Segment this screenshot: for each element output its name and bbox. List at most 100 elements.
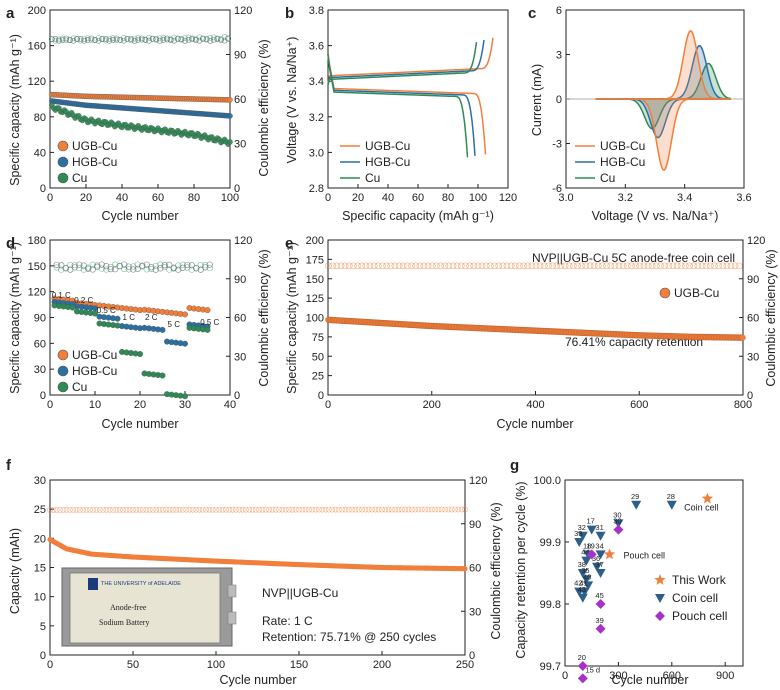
f-ce-point — [325, 506, 332, 513]
f-ce-point — [236, 506, 243, 513]
a-ce-point-HGB-Cu — [185, 36, 192, 43]
d-ce-point-HGB-Cu — [53, 261, 60, 269]
a-ce-point-Cu — [102, 37, 109, 44]
g-ytick-label: 100.0 — [533, 475, 561, 487]
g-point-label: 15 d — [585, 665, 600, 674]
e-ce-point — [736, 262, 743, 270]
g-point-Coin-cell — [595, 569, 606, 578]
e-ce-point — [561, 262, 569, 270]
f-ce-point — [329, 506, 336, 513]
c-legend-label: Cu — [600, 171, 615, 185]
e-ce-point — [532, 262, 540, 270]
g-point-label: 33 — [574, 529, 582, 538]
g-point-label: 39 — [595, 616, 603, 625]
f-ce-point — [316, 506, 322, 513]
f-ce-point — [186, 506, 193, 513]
a-legend-label: HGB-Cu — [72, 155, 117, 169]
e-ce-point — [362, 262, 370, 270]
d-point-HGB-Cu — [114, 315, 121, 322]
f-ce-point — [123, 506, 130, 513]
a-ce-point-Cu — [70, 35, 77, 42]
f-ce-point — [405, 506, 412, 513]
e-ce-point — [586, 262, 594, 270]
e-ce-point — [648, 262, 656, 270]
e-y2tick-label: 120 — [747, 235, 765, 247]
f-ce-point — [67, 506, 73, 513]
c-xtick-label: 3.2 — [618, 192, 633, 204]
a-ce-point-Cu — [113, 37, 120, 43]
g-point-Coin-cell — [586, 525, 597, 535]
f-ce-point — [120, 506, 126, 513]
e-ce-point — [341, 262, 349, 270]
a-ce-point-Cu — [124, 35, 131, 42]
f-ce-point — [233, 506, 239, 513]
g-legend-label: This Work — [672, 573, 727, 587]
e-ce-point — [545, 262, 552, 270]
a-ce-point-HGB-Cu — [77, 36, 84, 42]
e-y2tick-label: 90 — [747, 274, 759, 286]
g-legend-label: Coin cell — [672, 591, 718, 605]
e-ce-point — [433, 262, 440, 270]
g-point-label: 30 — [613, 510, 621, 519]
a-ce-point-HGB-Cu — [120, 37, 127, 44]
e-ce-point — [628, 262, 635, 270]
g-point-label: 42 — [574, 579, 582, 588]
f-ce-point — [179, 506, 186, 513]
g-point-Pouch-cell — [595, 599, 606, 609]
e-ce-point — [673, 262, 681, 270]
e-ytick-label: 200 — [306, 235, 324, 247]
d-legend-swatch — [57, 381, 69, 393]
d-rate-label: 0.1 C — [52, 291, 71, 300]
f-ce-point — [70, 506, 77, 513]
g-point-Coin-cell — [577, 593, 588, 603]
d-xtick-label: 40 — [224, 399, 236, 411]
d-ce-point-Cu — [125, 266, 132, 273]
b-ytick-label: 3.2 — [309, 112, 324, 124]
d-ce-point-Cu — [175, 262, 182, 269]
e-ce-point — [603, 262, 610, 270]
f-ce-point — [389, 506, 395, 513]
g-point-Pouch-cell — [586, 549, 597, 560]
f-ce-point — [136, 506, 143, 513]
b-charge-curve-HGB-Cu — [327, 39, 485, 85]
f-ce-point — [352, 506, 359, 513]
f-ce-point — [259, 506, 266, 513]
f-ce-point — [335, 506, 342, 513]
a-ce-point-Cu — [48, 36, 55, 43]
panel-d-label: d — [6, 235, 15, 252]
f-ce-point — [399, 506, 405, 513]
e-ce-point — [578, 262, 586, 270]
e-ce-point — [623, 262, 631, 270]
f-ce-point — [462, 506, 468, 513]
e-ce-point — [524, 262, 532, 270]
f-ce-point — [276, 506, 282, 513]
e-ce-point — [520, 262, 527, 270]
f-ce-point — [209, 506, 216, 513]
a-legend-swatch — [57, 172, 69, 184]
d-ce-point-Cu — [161, 263, 168, 271]
a-ytick-label: 200 — [28, 5, 46, 17]
f-ce-point — [166, 506, 173, 513]
f-ce-point — [206, 506, 213, 513]
e-ce-point — [503, 262, 511, 270]
g-point-label: 38 — [578, 560, 586, 569]
e-ce-point — [495, 262, 503, 270]
d-point-Cu — [182, 393, 188, 400]
g-point-label: 34 — [595, 541, 603, 550]
g-xlabel: Cycle number — [611, 673, 688, 687]
f-ce-point — [153, 506, 160, 513]
f-ce-point — [452, 506, 458, 513]
f-ce-point — [249, 506, 256, 513]
b-ytick-label: 3.4 — [309, 76, 324, 88]
e-ce-point — [669, 262, 677, 270]
d-point-HGB-Cu — [159, 326, 166, 333]
g-point-label: 36 — [592, 554, 600, 563]
e-ce-point — [437, 262, 444, 270]
panel-c-label: c — [528, 5, 536, 22]
d-legend-label: HGB-Cu — [72, 364, 117, 378]
d-point-Cu — [69, 304, 76, 311]
e-ce-point — [706, 262, 714, 270]
d-ce-point-Cu — [134, 261, 141, 268]
f-ce-point — [375, 506, 382, 513]
a-y2tick-label: 90 — [234, 50, 246, 62]
